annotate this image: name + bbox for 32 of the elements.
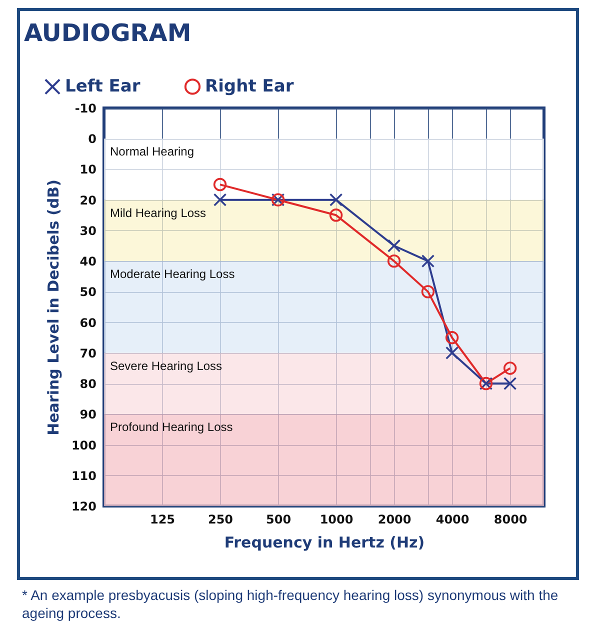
band-label: Severe Hearing Loss	[110, 358, 222, 373]
y-axis-title: Hearing Level in Decibels (dB)	[44, 180, 62, 436]
legend-label: Left Ear	[65, 76, 141, 97]
band-label: Normal Hearing	[110, 144, 194, 159]
x-tick-label: 2000	[378, 512, 412, 526]
band-label: Mild Hearing Loss	[110, 206, 206, 220]
y-tick-label: 110	[71, 468, 96, 483]
x-tick-label: 1000	[320, 512, 354, 526]
y-tick-label: 40	[80, 254, 96, 269]
legend-label: Right Ear	[205, 76, 294, 97]
y-tick-label: -10	[74, 102, 96, 116]
y-tick-label: 90	[80, 408, 96, 422]
chart-title: AUDIOGRAM	[24, 19, 192, 47]
y-tick-label: 20	[80, 193, 96, 208]
y-tick-label: 120	[71, 500, 96, 514]
x-tick-label: 250	[208, 512, 234, 526]
y-tick-label: 100	[71, 438, 96, 452]
y-tick-label: 30	[80, 224, 96, 238]
band-label: Moderate Hearing Loss	[110, 267, 235, 282]
x-tick-label: 8000	[494, 512, 528, 526]
y-tick-label: 0	[88, 132, 96, 146]
y-tick-label: 10	[80, 162, 96, 177]
y-tick-label: 80	[80, 377, 96, 392]
band-label: Profound Hearing Loss	[110, 420, 233, 434]
y-tick-label: 70	[80, 346, 96, 360]
y-tick-label: 50	[80, 285, 96, 300]
y-tick-label: 60	[80, 316, 96, 330]
x-tick-label: 4000	[436, 512, 470, 526]
x-tick-label: 125	[150, 512, 176, 526]
text: * An example presbyacusis (sloping high-frequency hearing loss) synonymous with the ageing process.	[22, 586, 560, 622]
x-axis-title: Frequency in Hertz (Hz)	[224, 534, 425, 552]
x-tick-label: 500	[266, 512, 292, 526]
